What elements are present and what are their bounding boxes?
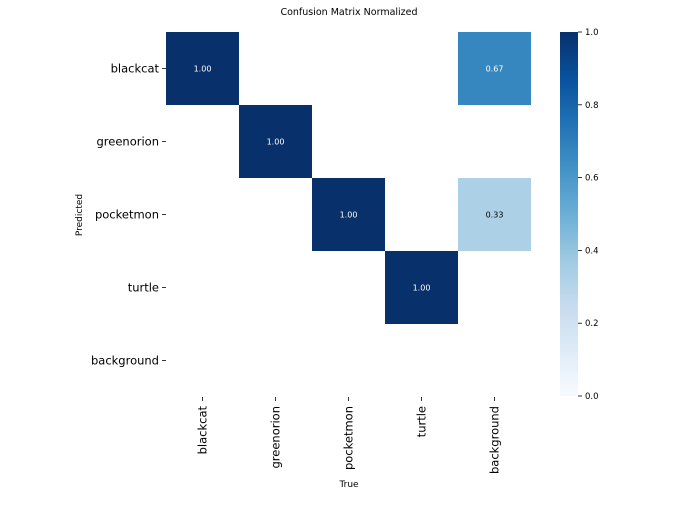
- cell-value-label: 1.00: [340, 211, 358, 220]
- x-tick-label: blackcat: [196, 406, 210, 455]
- x-tick-labels: blackcat greenorion pocketmon turtle backgro…: [196, 397, 502, 474]
- y-tick-label: background: [91, 354, 159, 368]
- cell-value-label: 1.00: [413, 284, 431, 293]
- heatmap-cell: [458, 178, 531, 251]
- x-tick-label: pocketmon: [342, 406, 356, 470]
- y-tick-label: turtle: [128, 281, 159, 295]
- colorbar-tick-label: 0.6: [585, 174, 599, 184]
- colorbar: 0.0 0.2 0.4 0.6 0.8 1.0: [560, 28, 599, 402]
- heatmap-cell: [385, 251, 458, 324]
- x-axis-label: True: [338, 480, 359, 490]
- colorbar-tick-label: 0.4: [585, 246, 599, 256]
- heatmap-cell: [239, 105, 312, 178]
- heatmap-cell: [458, 32, 531, 105]
- cell-value-label: 1.00: [267, 138, 285, 147]
- cell-value-label: 0.33: [486, 211, 504, 220]
- y-axis-label: Predicted: [75, 194, 85, 236]
- colorbar-tick-label: 0.8: [585, 101, 599, 111]
- cell-value-label: 0.67: [486, 65, 504, 74]
- y-tick-label: greenorion: [97, 135, 160, 149]
- colorbar-tick-label: 0.2: [585, 319, 599, 329]
- x-tick-label: turtle: [415, 406, 429, 437]
- cell-value-label: 1.00: [194, 65, 212, 74]
- y-tick-labels: blackcat greenorion pocketmon turtle backgro…: [91, 62, 166, 368]
- colorbar-tick-label: 0.0: [585, 392, 599, 402]
- colorbar-tick-label: 1.0: [585, 28, 599, 38]
- heatmap-cell: [166, 32, 239, 105]
- colorbar-gradient: [560, 32, 578, 396]
- y-tick-label: pocketmon: [95, 208, 159, 222]
- y-tick-label: blackcat: [111, 62, 160, 76]
- x-tick-label: greenorion: [269, 406, 283, 469]
- heatmap-cell: [312, 178, 385, 251]
- chart-title: Confusion Matrix Normalized: [280, 7, 417, 18]
- x-tick-label: background: [488, 406, 502, 474]
- heatmap-cells: 1.00 0.67 1.00 1.00 0.33 1.00: [166, 32, 531, 324]
